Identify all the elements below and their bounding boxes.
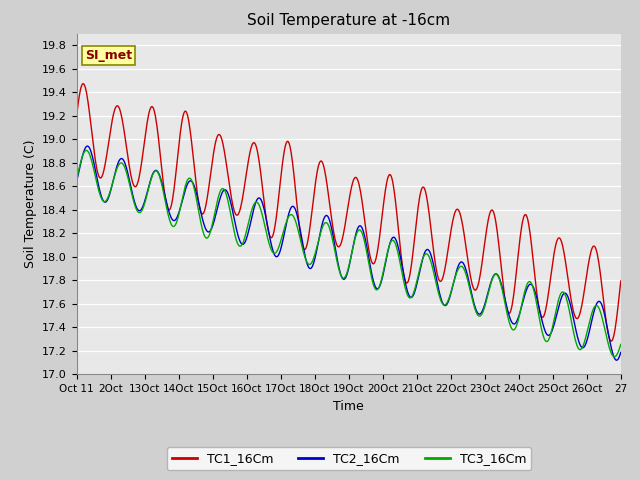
TC2_16Cm — [436, 292, 444, 298]
TC2_16Cm — [264, 227, 272, 233]
TC3_16Cm — [264, 238, 272, 243]
TC2_16Cm — [73, 178, 81, 184]
TC3_16Cm — [617, 341, 625, 347]
TC3_16Cm — [436, 295, 444, 301]
TC1_16Cm — [237, 202, 245, 207]
Y-axis label: Soil Temperature (C): Soil Temperature (C) — [24, 140, 36, 268]
TC1_16Cm — [617, 278, 625, 284]
TC1_16Cm — [79, 81, 87, 86]
TC3_16Cm — [406, 295, 413, 300]
Text: SI_met: SI_met — [85, 49, 132, 62]
TC3_16Cm — [138, 208, 145, 214]
Title: Soil Temperature at -16cm: Soil Temperature at -16cm — [247, 13, 451, 28]
TC1_16Cm — [608, 338, 616, 344]
TC2_16Cm — [285, 211, 292, 216]
Line: TC2_16Cm: TC2_16Cm — [77, 146, 621, 360]
TC1_16Cm — [264, 228, 272, 234]
X-axis label: Time: Time — [333, 400, 364, 413]
TC3_16Cm — [73, 175, 81, 181]
Line: TC3_16Cm: TC3_16Cm — [77, 150, 621, 357]
TC2_16Cm — [612, 357, 620, 363]
TC2_16Cm — [138, 206, 145, 212]
TC3_16Cm — [611, 354, 618, 360]
TC2_16Cm — [406, 293, 413, 299]
TC1_16Cm — [436, 278, 444, 284]
Legend: TC1_16Cm, TC2_16Cm, TC3_16Cm: TC1_16Cm, TC2_16Cm, TC3_16Cm — [166, 447, 531, 470]
TC2_16Cm — [84, 143, 92, 149]
TC2_16Cm — [237, 240, 245, 246]
TC1_16Cm — [406, 274, 413, 280]
TC1_16Cm — [285, 140, 292, 145]
TC3_16Cm — [82, 147, 90, 153]
TC3_16Cm — [237, 243, 245, 249]
Line: TC1_16Cm: TC1_16Cm — [77, 84, 621, 341]
TC2_16Cm — [617, 349, 625, 355]
TC3_16Cm — [285, 214, 292, 219]
TC1_16Cm — [138, 161, 145, 167]
TC1_16Cm — [73, 112, 81, 118]
